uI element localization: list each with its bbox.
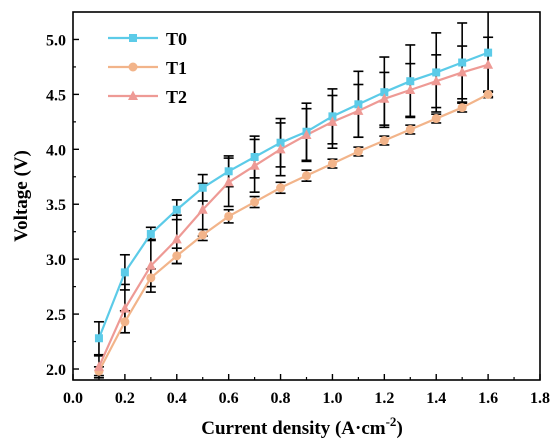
data-point-T1 xyxy=(198,230,208,240)
data-point-T2 xyxy=(249,160,260,170)
data-point-T1 xyxy=(276,183,286,193)
legend-label-T0: T0 xyxy=(166,29,187,49)
legend-label-T2: T2 xyxy=(166,87,187,107)
legend-marker-T0 xyxy=(129,34,137,42)
axis-ticks: 0.0 0.2 0.4 0.6 0.8 1.0 1.2 1.4 1.6 1.8 2.0 2.5 3.0 3… xyxy=(46,32,550,407)
data-point-T2 xyxy=(145,260,156,270)
y-tick-label: 3.5 xyxy=(46,197,66,214)
x-tick-label: 0.4 xyxy=(167,390,187,407)
x-tick-label: 1.4 xyxy=(426,390,446,407)
data-point-T0 xyxy=(172,205,181,214)
data-point-T2 xyxy=(483,59,494,69)
data-point-T1 xyxy=(120,317,130,327)
legend-marker-T2 xyxy=(128,90,138,100)
data-point-T0 xyxy=(484,48,493,57)
data-point-T0 xyxy=(198,183,207,192)
data-point-T0 xyxy=(276,138,285,147)
data-point-T2 xyxy=(327,116,338,126)
data-point-T1 xyxy=(224,211,234,221)
data-point-T2 xyxy=(457,66,468,77)
data-point-T1 xyxy=(327,159,337,169)
y-axis-title: Voltage (V) xyxy=(11,150,32,242)
y-tick-label: 4.5 xyxy=(46,87,66,104)
data-point-T0 xyxy=(432,68,441,77)
data-point-T0 xyxy=(406,77,415,86)
data-point-T0 xyxy=(250,153,259,162)
series-line-T0 xyxy=(97,51,489,339)
data-point-T2 xyxy=(171,233,182,244)
data-point-T1 xyxy=(250,197,260,207)
data-point-T2 xyxy=(197,204,208,214)
data-point-T0 xyxy=(380,88,389,97)
data-point-T2 xyxy=(431,75,442,86)
data-point-T1 xyxy=(405,125,415,135)
y-tick-label: 3.0 xyxy=(46,252,66,269)
data-point-T2 xyxy=(223,176,234,187)
x-axis-title: Current density (A·cm-2) xyxy=(201,414,403,439)
data-point-T0 xyxy=(458,58,467,67)
x-tick-label: 0.2 xyxy=(115,390,135,407)
data-point-T2 xyxy=(405,84,416,94)
x-axis-title-tail: ) xyxy=(396,418,402,439)
y-tick-label: 5.0 xyxy=(46,32,66,49)
data-point-T1 xyxy=(457,103,467,113)
series-line-T1 xyxy=(97,93,489,372)
x-tick-label: 0.6 xyxy=(219,390,239,407)
legend-marker-T1 xyxy=(128,62,138,72)
y-tick-label: 2.5 xyxy=(46,307,66,324)
data-point-T0 xyxy=(120,268,129,277)
data-point-T2 xyxy=(301,129,312,140)
data-point-T1 xyxy=(353,147,363,157)
series-lines xyxy=(97,51,489,372)
x-tick-label: 0.8 xyxy=(271,390,291,407)
data-point-T2 xyxy=(353,105,364,115)
x-tick-label: 1.6 xyxy=(478,390,498,407)
data-point-T2 xyxy=(275,143,286,154)
data-point-T0 xyxy=(354,100,363,109)
data-point-T1 xyxy=(431,114,441,124)
data-point-T0 xyxy=(94,334,103,343)
x-tick-label: 0.0 xyxy=(63,390,83,407)
x-axis-title-main: Current density (A·cm xyxy=(201,418,386,439)
data-point-T1 xyxy=(172,251,182,261)
x-axis-title-exponent: -2 xyxy=(386,414,397,429)
y-tick-label: 4.0 xyxy=(46,142,66,159)
legend-label-T1: T1 xyxy=(166,58,187,78)
series-markers xyxy=(93,48,494,376)
x-tick-label: 1.0 xyxy=(322,390,342,407)
data-point-T1 xyxy=(302,171,311,181)
y-tick-label: 2.0 xyxy=(46,362,66,379)
x-tick-label: 1.2 xyxy=(374,390,394,407)
data-point-T0 xyxy=(146,229,155,238)
data-point-T2 xyxy=(93,361,104,371)
x-tick-label: 1.8 xyxy=(530,390,550,407)
data-point-T1 xyxy=(146,273,156,283)
series-line-T2 xyxy=(97,63,489,368)
legend: T0 T1 T2 xyxy=(108,29,187,107)
data-point-T0 xyxy=(224,167,233,176)
data-point-T2 xyxy=(119,303,130,313)
data-point-T1 xyxy=(483,89,493,99)
data-point-T1 xyxy=(379,136,389,146)
data-point-T2 xyxy=(379,93,390,103)
